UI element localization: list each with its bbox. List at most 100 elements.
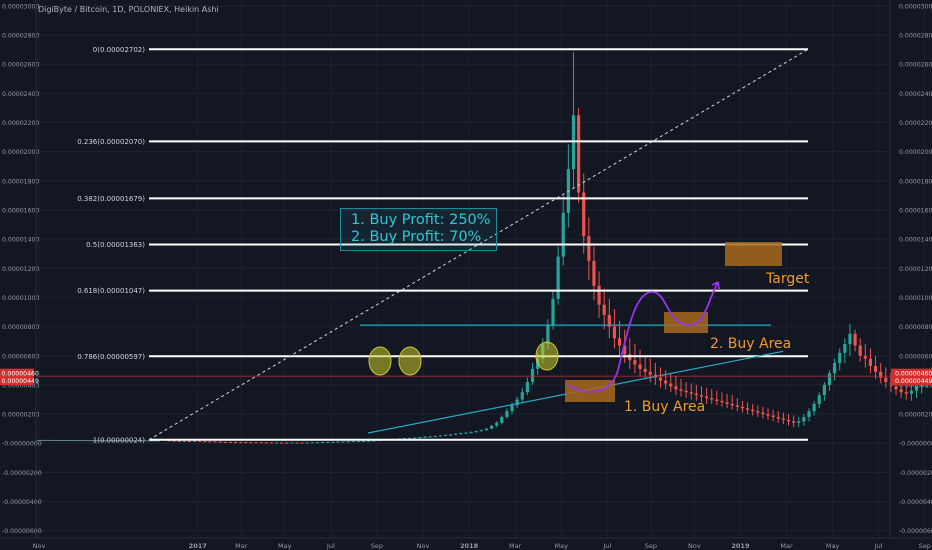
- candle-body: [884, 377, 888, 382]
- fib-level-label: 1(0.00000024): [93, 436, 145, 444]
- y-tick-label-left: -0.00000400: [2, 499, 42, 506]
- candle-body: [725, 402, 729, 404]
- candle-body: [402, 438, 407, 440]
- candle-body: [269, 442, 273, 444]
- candle-body: [454, 433, 458, 435]
- candle-body: [249, 442, 253, 444]
- price-tag-left: [0, 368, 34, 378]
- candle-body: [756, 411, 760, 413]
- x-tick-label: Jul: [602, 542, 611, 550]
- candle-body: [182, 440, 186, 442]
- candle-body: [766, 414, 770, 416]
- candle-body: [459, 433, 463, 435]
- candle-body: [264, 442, 268, 444]
- x-tick-label: 2019: [731, 542, 750, 550]
- candle-body: [797, 421, 801, 423]
- candle-body: [351, 441, 355, 443]
- fib-level-label: 0.618(0.00001047): [77, 287, 145, 295]
- y-tick-label-right: 0.00001400: [899, 237, 932, 244]
- target-zone: [725, 242, 782, 266]
- projection-curve: [567, 281, 719, 393]
- candle-body: [868, 358, 873, 366]
- candle-body: [817, 395, 821, 404]
- candle-body: [761, 412, 765, 415]
- y-tick-label-left: -0.00000600: [2, 528, 42, 535]
- candle-body: [802, 416, 806, 422]
- candle-body: [239, 442, 243, 444]
- candle-body: [699, 395, 704, 397]
- candle-body: [914, 386, 919, 391]
- y-tick-label-right: 0.00002600: [899, 62, 932, 69]
- target-label: Target: [766, 271, 810, 287]
- profit-2-label: 2. Buy Profit: 70%: [351, 229, 482, 245]
- candle-body: [592, 260, 596, 286]
- candle-body: [909, 390, 913, 394]
- candle-body: [848, 333, 852, 345]
- candle-body: [602, 304, 606, 315]
- candle-body: [233, 442, 238, 444]
- candle-body: [705, 396, 709, 399]
- y-tick-label-right: 0.00001000: [899, 295, 932, 302]
- candle-body: [556, 256, 560, 299]
- fib-level-label: 0(0.00002702): [93, 46, 145, 54]
- y-tick-label-left: 0.00002800: [2, 32, 39, 39]
- candle-body: [715, 399, 719, 401]
- x-tick-label: 2018: [460, 542, 479, 550]
- candle-body: [751, 409, 755, 412]
- candle-body: [899, 389, 903, 393]
- candle-body: [730, 403, 734, 406]
- candle-body: [305, 442, 309, 444]
- x-tick-label: Jul: [874, 542, 883, 550]
- y-tick-label-right: 0.00003000: [899, 3, 932, 10]
- candle-body: [684, 390, 688, 393]
- candle-body: [669, 383, 673, 387]
- y-tick-label-left: 0.00001200: [2, 266, 39, 273]
- candle-body: [500, 416, 504, 423]
- candle-body: [904, 392, 908, 394]
- candle-body: [674, 386, 678, 390]
- fib-level-label: 0.5(0.00001363): [86, 241, 145, 249]
- candle-body: [315, 442, 320, 444]
- candle-body: [295, 442, 299, 444]
- candle-body: [520, 392, 524, 400]
- projection-arrowhead: [711, 281, 720, 290]
- y-tick-label-right: -0.00000000: [899, 441, 932, 448]
- x-tick-label: 2017: [189, 542, 207, 550]
- candle-body: [617, 338, 622, 346]
- candle-body: [469, 431, 473, 433]
- y-tick-label-left: 0.00002000: [2, 149, 39, 156]
- candle-body: [694, 393, 698, 396]
- y-tick-label-left: 0.00000400: [2, 382, 39, 389]
- fib-level-label: 0.236(0.00002070): [77, 138, 145, 146]
- y-tick-label-left: 0.00001600: [2, 207, 39, 214]
- x-tick-label: Mar: [780, 542, 793, 550]
- candle-body: [274, 442, 279, 444]
- price-tag-right-label: 0.00000449: [895, 378, 932, 385]
- candle-body: [413, 437, 417, 439]
- candle-body: [561, 212, 565, 257]
- highlight-circle: [535, 341, 559, 371]
- candle-body: [372, 440, 376, 442]
- candle-body: [873, 365, 878, 372]
- chart-title: DigiByte / Bitcoin, 1D, POLONIEX, Heikin…: [38, 5, 219, 14]
- x-tick-label: Mar: [509, 542, 522, 550]
- candle-body: [812, 403, 816, 412]
- candle-body: [577, 115, 581, 193]
- candle-body: [438, 435, 442, 437]
- candle-body: [771, 415, 775, 417]
- buy-area-2-label: 2. Buy Area: [710, 336, 792, 352]
- candle-body: [843, 344, 847, 353]
- candle-body: [740, 406, 745, 409]
- candle-body: [285, 442, 289, 444]
- candle-body: [259, 442, 263, 444]
- y-tick-label-left: 0.00000800: [2, 324, 39, 331]
- candle-body: [807, 411, 811, 417]
- candle-body: [408, 437, 412, 439]
- candle-body: [203, 441, 207, 443]
- candle-body: [894, 386, 898, 390]
- candle-body: [822, 384, 826, 396]
- candle-body: [858, 345, 862, 356]
- y-tick-label-right: -0.00000400: [899, 499, 932, 506]
